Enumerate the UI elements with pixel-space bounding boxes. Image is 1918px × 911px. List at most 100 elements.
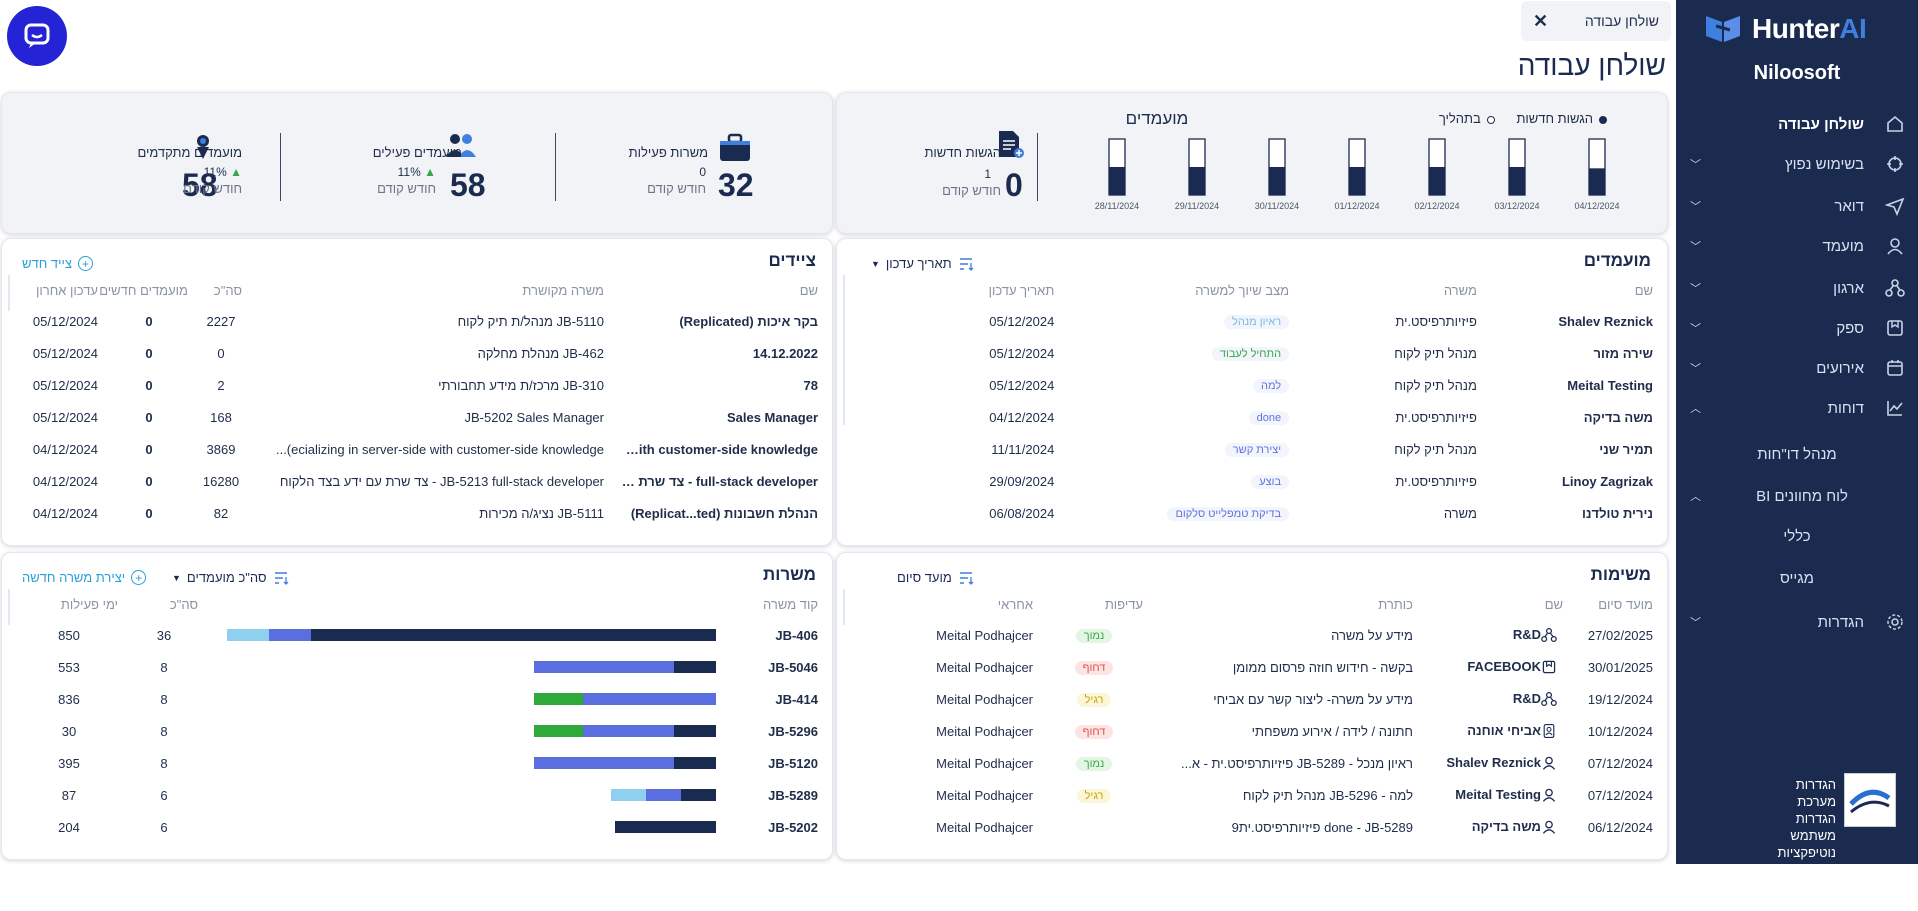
table-row[interactable]: 19/12/2024 R&D מידע על משרה- ליצור קשר עם … <box>849 683 1659 715</box>
table-row[interactable]: 30/01/2025 FACEBOOK בקשה - חידוש חוזה פרסו… <box>849 651 1659 683</box>
table-row[interactable]: Sales Manager JB-5202 Sales Manager 168 0 05… <box>14 401 824 433</box>
sidebar-item-1[interactable]: בשימוש נפוץ ﹀ <box>1676 146 1918 182</box>
table-row[interactable]: תמיר שני מנהל תיק לקוח יצירת קשר 11/11/2024 <box>849 433 1659 465</box>
scrollbar[interactable] <box>8 275 10 311</box>
user-icon <box>1541 787 1557 803</box>
sidebar-item-4[interactable]: ארגון ﹀ <box>1676 270 1918 306</box>
table-row[interactable]: 14.12.2022 JB-462 מנהלת מחלקה 0 0 05/12/2024 <box>14 337 824 369</box>
table-row[interactable]: משה בדיקה פיזיותרפיסט.ית done 04/12/2024 <box>849 401 1659 433</box>
hunt-name[interactable]: full-stack developer - צד שרת עם... <box>610 473 818 489</box>
sort-control[interactable]: מועד סיום <box>897 570 974 585</box>
table-row[interactable]: 07/12/2024 Meital Testing למה - JB-5296 מנ… <box>849 779 1659 811</box>
table-row[interactable]: 07/12/2024 Shalev Reznick ראיון מנכל - JB-… <box>849 747 1659 779</box>
chat-button[interactable] <box>7 6 67 66</box>
task-priority-cell <box>1039 811 1149 843</box>
task-name-cell[interactable]: משה בדיקה <box>1419 811 1569 843</box>
col-owner: אחראי <box>997 596 1033 612</box>
table-row[interactable]: בקר איכות (Replicated) JB-5110 מנהל/ת תיק… <box>14 305 824 337</box>
task-name-cell[interactable]: R&D <box>1419 683 1569 715</box>
table-row[interactable]: Linoy Zagrizak פיזיותרפיסט.ית בוצע 29/09/20… <box>849 465 1659 497</box>
sidebar-item-6[interactable]: אירועים ﹀ <box>1676 350 1918 386</box>
sidebar-item-7[interactable]: דוחות ︿ <box>1676 390 1918 426</box>
table-row[interactable]: 27/02/2025 R&D מידע על משרה נמוך Meital Podh… <box>849 619 1659 651</box>
bar-new-submissions <box>1109 167 1125 195</box>
sidebar-item-3[interactable]: מועמד ﹀ <box>1676 228 1918 264</box>
table-row[interactable]: JB-5120 8 395 <box>14 747 824 779</box>
hunt-name[interactable]: הנהלת חשבונות (Replicat...ted) <box>630 505 818 521</box>
table-row[interactable]: JB-414 8 836 <box>14 683 824 715</box>
task-priority-cell: דחוף <box>1039 651 1149 683</box>
hunt-name[interactable]: Sales Manager <box>726 409 818 425</box>
candidate-name[interactable]: Linoy Zagrizak <box>1561 473 1653 489</box>
x-tick-label: 04/12/2024 <box>1574 201 1619 211</box>
table-row[interactable]: with customer-side knowledge) ... ecializ… <box>14 433 824 465</box>
scrollbar[interactable] <box>8 589 10 625</box>
sidebar-item-settings[interactable]: הגדרות ﹀ <box>1676 604 1918 640</box>
table-row[interactable]: JB-406 36 850 <box>14 619 824 651</box>
table-row[interactable]: 10/12/2024 אביחי אוחנה חתונה / לידה / אירו… <box>849 715 1659 747</box>
candidate-name[interactable]: שירה מזור <box>1593 345 1654 361</box>
sidebar-subitem-general[interactable]: כללי <box>1783 528 1811 545</box>
table-row[interactable]: 78 JB-310 מרכז/ת מידע תחבורתי 2 0 05/12/2024 <box>14 369 824 401</box>
task-name-cell[interactable]: Shalev Reznick <box>1419 747 1569 779</box>
sidebar-subitem-report-manager[interactable]: מנהל דו"חות <box>1757 446 1837 463</box>
candidate-job: מנהל תיק לקוח <box>1394 377 1477 393</box>
hunt-name[interactable]: בקר איכות (Replicated) <box>679 313 818 329</box>
sidebar-item-2[interactable]: דואר ﹀ <box>1676 188 1918 224</box>
table-row[interactable]: 06/12/2024 משה בדיקה done - JB-5289 פיזיות… <box>849 811 1659 843</box>
job-code[interactable]: JB-5046 <box>768 659 818 675</box>
task-name-cell[interactable]: FACEBOOK <box>1419 651 1569 683</box>
sidebar-item-5[interactable]: ספק ﹀ <box>1676 310 1918 346</box>
x-tick-label: 02/12/2024 <box>1414 201 1459 211</box>
hunt-name[interactable]: 78 <box>803 377 818 393</box>
table-row[interactable]: JB-5202 6 204 <box>14 811 824 843</box>
notifications-link[interactable]: נוטיפקציות <box>1777 845 1836 860</box>
table-row[interactable]: JB-5296 8 30 <box>14 715 824 747</box>
candidate-name[interactable]: נירית טולדנו <box>1581 505 1653 521</box>
user-settings-link[interactable]: הגדרות משתמש <box>1790 811 1836 843</box>
sidebar-item-0[interactable]: שולחן עבודה <box>1676 106 1918 142</box>
job-stacked-bar <box>216 789 716 801</box>
hunt-last-update: 04/12/2024 <box>32 505 98 521</box>
task-owner: Meital Podhajcer <box>936 755 1033 771</box>
hunt-name[interactable]: 14.12.2022 <box>752 345 818 361</box>
sidebar-subitem-recruiter[interactable]: מגייס <box>1780 570 1814 587</box>
task-priority-cell: רגיל <box>1039 779 1149 811</box>
table-row[interactable]: נירית טולדנו משרה בדיקת טמפלייט סלקום 06/08… <box>849 497 1659 529</box>
candidate-name[interactable]: Meital Testing <box>1567 377 1653 393</box>
sort-control[interactable]: תאריך עדכון ▼ <box>871 256 974 271</box>
sort-control[interactable]: סה"כ מועמדים ▼ <box>172 570 289 585</box>
task-due-date: 07/12/2024 <box>1587 787 1653 803</box>
sidebar-item-label: ספק <box>1836 319 1864 337</box>
new-job-button[interactable]: + יצירת משרה חדשה <box>22 570 147 585</box>
col-title: כותרת <box>1378 596 1413 612</box>
table-row[interactable]: שירה מזור מנהל תיק לקוח התחיל לעבוד 05/12/2… <box>849 337 1659 369</box>
job-code[interactable]: JB-406 <box>775 627 818 643</box>
table-row[interactable]: full-stack developer - צד שרת עם... JB-52… <box>14 465 824 497</box>
task-name-cell[interactable]: Meital Testing <box>1419 779 1569 811</box>
job-code[interactable]: JB-414 <box>775 691 818 707</box>
table-row[interactable]: JB-5046 8 553 <box>14 651 824 683</box>
sidebar-item-bi[interactable]: לוח מחוונים BI ︿ <box>1676 478 1918 514</box>
job-code[interactable]: JB-5120 <box>768 755 818 771</box>
hunt-name[interactable]: with customer-side knowledge) ... <box>610 441 818 457</box>
system-settings-link[interactable]: הגדרות מערכת <box>1795 777 1836 809</box>
candidate-name[interactable]: תמיר שני <box>1599 441 1653 457</box>
job-code[interactable]: JB-5296 <box>768 723 818 739</box>
table-row[interactable]: JB-5289 6 87 <box>14 779 824 811</box>
task-name-cell[interactable]: R&D <box>1419 619 1569 651</box>
table-row[interactable]: Meital Testing מנהל תיק לקוח למה 05/12/2024 <box>849 369 1659 401</box>
candidate-name[interactable]: משה בדיקה <box>1583 409 1653 425</box>
close-icon[interactable]: ✕ <box>1533 10 1549 31</box>
table-row[interactable]: הנהלת חשבונות (Replicat...ted) JB-5111 נצ… <box>14 497 824 529</box>
job-code[interactable]: JB-5202 <box>768 819 818 835</box>
job-code[interactable]: JB-5289 <box>768 787 818 803</box>
scrollbar[interactable] <box>843 275 845 425</box>
table-row[interactable]: Shalev Reznick פיזיותרפיסט.ית ראיון מנהל 05… <box>849 305 1659 337</box>
tab-workbench[interactable]: שולחן עבודה ✕ <box>1521 1 1671 41</box>
candidate-name[interactable]: Shalev Reznick <box>1558 313 1653 329</box>
new-hunt-button[interactable]: + צייד חדש <box>22 256 93 271</box>
scrollbar[interactable] <box>843 589 845 625</box>
logout-link[interactable]: יציאה <box>1805 862 1836 877</box>
task-name-cell[interactable]: אביחי אוחנה <box>1419 715 1569 747</box>
